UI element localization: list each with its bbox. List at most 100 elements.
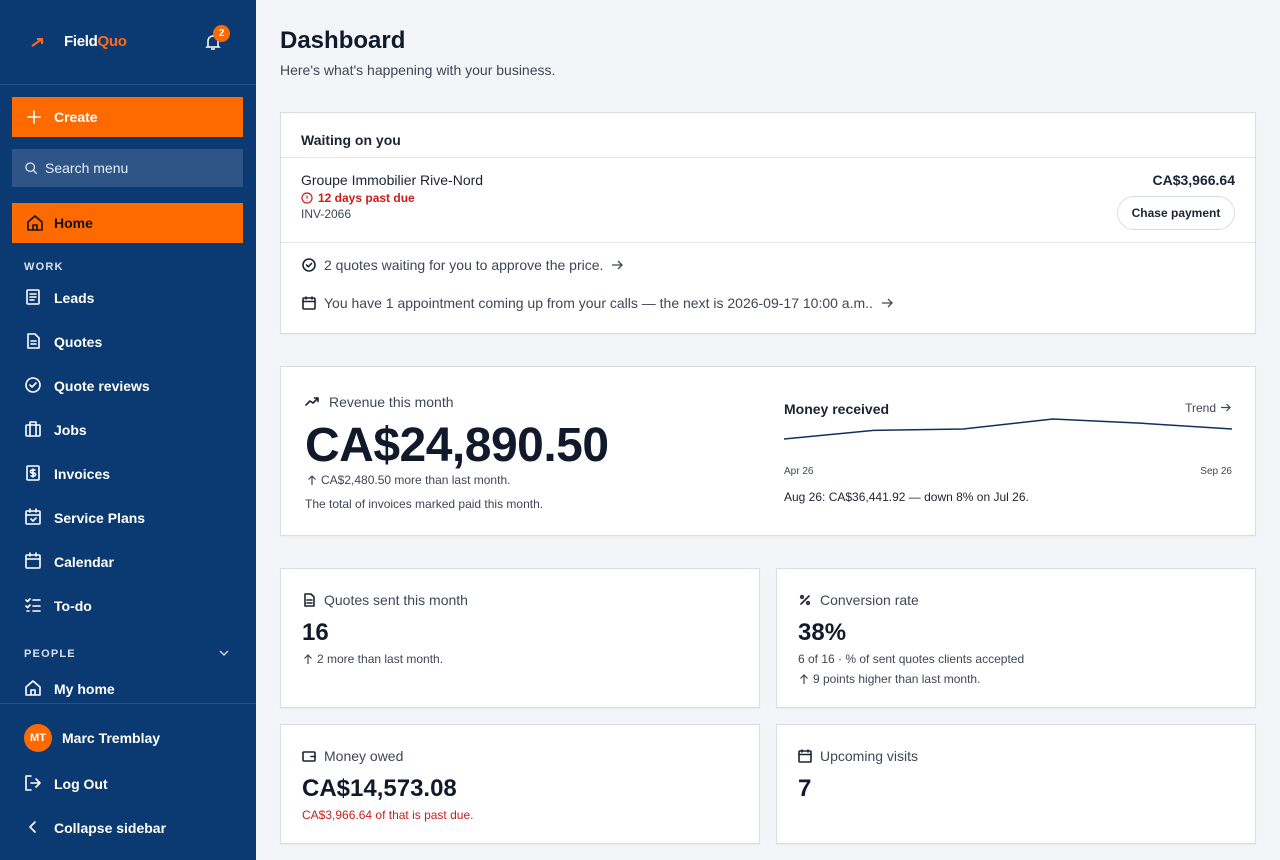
wallet-icon <box>302 751 316 762</box>
stat-value: 7 <box>798 775 812 802</box>
avatar: MT <box>24 724 52 752</box>
home-icon <box>27 215 43 231</box>
nav-label: Quote reviews <box>54 378 150 394</box>
revenue-amount: CA$24,890.50 <box>305 419 609 472</box>
chase-payment-button[interactable]: Chase payment <box>1117 196 1235 230</box>
nav-icon <box>25 552 41 569</box>
nav-item[interactable]: Calendar <box>24 550 244 574</box>
revenue-card: Revenue this month CA$24,890.50 CA$2,480… <box>280 366 1256 536</box>
calendar-icon <box>798 749 812 763</box>
stat-label: Quotes sent this month <box>324 592 468 608</box>
doc-icon <box>304 593 315 607</box>
card-title: Waiting on you <box>301 132 401 148</box>
note-link[interactable]: You have 1 appointment coming up from yo… <box>324 295 893 311</box>
brand-icon <box>31 38 43 47</box>
stat-card: Upcoming visits 7 <box>776 724 1256 844</box>
nav-item[interactable]: Jobs <box>24 418 244 442</box>
collapse[interactable]: Collapse sidebar <box>24 816 244 840</box>
nav-icon <box>27 333 40 349</box>
section-label: PEOPLE <box>24 648 76 660</box>
create-button[interactable]: Create <box>12 97 243 137</box>
stat-card: Money owed CA$14,573.08 CA$3,966.64 of t… <box>280 724 760 844</box>
brand-prefix: Field <box>64 33 98 50</box>
nav-label: Jobs <box>54 422 87 438</box>
sidebar: FieldQuo 2 Create Search menu Home WORK … <box>0 0 256 860</box>
sparkline: Apr 26 Sep 26 <box>784 418 1232 477</box>
nav-icon <box>25 421 41 437</box>
money-line <box>784 418 1232 440</box>
trend-link[interactable]: Trend <box>1185 401 1231 415</box>
trend-label: Trend <box>1185 401 1216 415</box>
user-name-text: Marc Tremblay <box>62 730 161 746</box>
stat-detail: 6 of 16 · % of sent quotes clients accep… <box>798 652 1025 666</box>
nav-label: Invoices <box>54 466 111 482</box>
nav-icon <box>26 289 40 305</box>
stat-delta: 2 more than last month. <box>317 652 444 666</box>
logout[interactable]: Log Out <box>24 772 244 796</box>
logout-icon <box>25 775 41 791</box>
up-arrow <box>304 654 312 664</box>
x-tick-label: Apr 26 <box>784 466 814 477</box>
invoice-amount: CA$3,966.64 <box>1152 172 1235 188</box>
nav-item[interactable]: Service Plans <box>24 506 244 530</box>
nav-label: My home <box>54 681 115 697</box>
plus-icon <box>27 110 41 124</box>
invoice-number: INV-2066 <box>301 207 352 221</box>
nav-item[interactable]: To-do <box>24 594 244 618</box>
alert-icon <box>301 192 313 204</box>
stat-card: Conversion rate 38% 6 of 16 · % of sent … <box>776 568 1256 708</box>
nav-item[interactable]: My home <box>24 677 244 701</box>
arrow-icon <box>1221 403 1231 412</box>
stat-card: Quotes sent this month 16 2 more than la… <box>280 568 760 708</box>
divider <box>0 703 256 704</box>
revenue-label: Revenue this month <box>329 394 454 410</box>
note-text: 2 quotes waiting for you to approve the … <box>324 257 604 273</box>
nav-label: Leads <box>54 290 95 306</box>
x-tick-label: Sep 26 <box>1200 466 1232 477</box>
brand-accent: Quo <box>97 33 127 50</box>
nav-label: Service Plans <box>54 510 146 526</box>
revenue-delta: CA$2,480.50 more than last month. <box>321 473 511 487</box>
nav-item[interactable]: Invoices <box>24 462 244 486</box>
chart-caption: Aug 26: CA$36,441.92 — down 8% on Jul 26… <box>784 490 1029 504</box>
create-label: Create <box>54 109 98 125</box>
brand: FieldQuo <box>64 33 127 50</box>
arrow-icon <box>881 298 893 308</box>
page-subtitle: Here's what's happening with your busine… <box>280 62 556 78</box>
check-icon <box>302 258 316 272</box>
overdue-status: 12 days past due <box>318 191 415 205</box>
stat-delta: 9 points higher than last month. <box>813 672 981 686</box>
stat-label: Conversion rate <box>820 592 919 608</box>
chevron-icon[interactable] <box>218 648 230 658</box>
nav-label: To-do <box>54 598 92 614</box>
nav-item[interactable]: Leads <box>24 286 244 310</box>
notification-badge: 2 <box>213 25 230 42</box>
nav-item[interactable]: Quote reviews <box>24 374 244 398</box>
nav-label: Calendar <box>54 554 114 570</box>
stat-value: CA$14,573.08 <box>302 775 457 802</box>
up-arrow <box>800 674 808 684</box>
user-name[interactable]: Marc Tremblay <box>32 726 252 750</box>
home-label: Home <box>54 215 93 231</box>
collapse-icon <box>29 821 36 833</box>
up-arrow <box>308 475 316 485</box>
nav-icon <box>25 377 41 393</box>
search-menu[interactable]: Search menu <box>12 149 243 187</box>
arrow-icon <box>612 260 624 270</box>
nav-icon <box>26 465 40 481</box>
percent-icon <box>799 594 811 606</box>
client-name: Groupe Immobilier Rive-Nord <box>301 172 484 188</box>
nav-item[interactable]: Quotes <box>24 330 244 354</box>
note-link[interactable]: 2 quotes waiting for you to approve the … <box>324 257 624 273</box>
divider <box>281 157 1255 158</box>
calendar-icon <box>302 296 316 310</box>
nav-icon <box>25 508 41 525</box>
revenue-note: The total of invoices marked paid this m… <box>305 497 544 511</box>
home-icon <box>25 680 41 696</box>
chart-title: Money received <box>784 401 890 417</box>
trend-icon <box>305 397 319 406</box>
collapse-label: Collapse sidebar <box>54 820 167 836</box>
nav-home[interactable]: Home <box>12 203 243 243</box>
logout-label: Log Out <box>54 776 108 792</box>
